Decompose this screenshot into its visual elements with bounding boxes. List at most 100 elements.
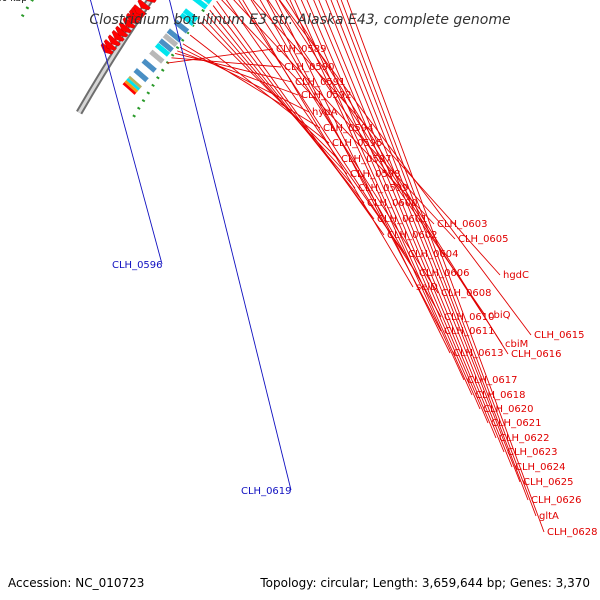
leader-line [203,17,348,175]
gene-label: CLH_0589 [276,44,327,55]
top-feature-box [122,82,137,95]
gene-label: CLH_0626 [531,495,582,506]
leader-line [174,53,293,83]
leader-line [233,0,456,240]
leader-line [336,0,529,501]
gene-label: CLH_0613 [453,348,504,359]
gene-label: CLH_0592 [301,90,352,101]
cds-arrow [103,39,117,51]
cog-box [157,37,175,54]
gene-label: CLH_0594 [323,123,374,134]
cog-box [173,19,190,35]
cds-track [100,0,157,55]
gene-label: CLH_0597 [341,154,392,165]
gene-label: gltA [539,511,559,522]
cds-arrow [122,16,136,29]
leader-line [330,0,521,483]
gene-label: hgdC [503,270,529,281]
leader-line [206,13,356,189]
cog-track [122,0,213,95]
gene-label: CLH_0598 [350,169,401,180]
leader-line [225,0,406,255]
gene-label: hydA [312,107,338,118]
leader-line [346,0,545,533]
gene-label: CLH_0605 [458,234,509,245]
leader-line [216,0,385,236]
leader-line [300,0,481,410]
leader-line [267,0,486,316]
cog-box [148,49,166,65]
cds-arrow [146,0,157,3]
gene-label: CLH_0599 [358,183,409,194]
gene-label: CLH_0617 [467,375,518,386]
cds-arrow [115,25,129,38]
top-feature-box [124,80,139,93]
genome-backbone [76,0,155,115]
gene-label-reverse: CLH_0619 [241,486,292,497]
label-leader-lines [89,0,545,533]
gene-label: CLH_0628 [547,527,598,538]
leader-line [200,21,339,160]
cog-box [140,58,158,74]
cds-arrow [107,34,121,47]
gene-label: CLH_0610 [444,312,495,323]
leader-line [325,0,513,468]
gene-label: CLH_0590 [284,62,335,73]
gene-label: cbiQ [488,310,511,321]
gene-label: CLH_0623 [507,447,558,458]
gene-labels: CLH_0589 CLH_0590 CLH_0591 CLH_0592 hydA CLH_… [112,44,598,538]
gene-label: CLH_0604 [408,249,459,260]
cds-arrow [137,0,151,11]
leader-line-reverse [89,0,163,265]
gene-label: CLH_0600 [367,198,418,209]
leader-line [306,0,489,424]
gene-label: CLH_0595 [332,138,383,149]
cog-box [166,27,183,43]
leader-line [318,0,505,453]
cds-arrow [118,21,132,34]
cds-arrow [133,4,147,16]
gene-label-reverse: CLH_0596 [112,260,163,271]
top-feature-box [126,77,141,91]
gene-label: CLH_0624 [515,462,566,473]
leader-line [294,0,473,396]
leader-line [340,0,537,517]
leader-line [179,46,310,113]
leader-line [177,50,299,96]
leader-line [221,0,435,225]
gene-label: CLH_0616 [511,349,562,360]
leader-line [279,0,532,336]
kbp-tick-labels: 580 kbp585 kbp590 kbp595 kbp600 kbp605 k… [0,0,27,4]
gene-label: CLH_0620 [483,404,534,415]
top-feature-box [128,75,142,89]
gene-label: CLH_0608 [441,288,492,299]
cog-box [182,7,199,23]
gene-label: CLH_0606 [419,268,470,279]
cog-box [191,0,209,11]
genome-summary-text: Topology: circular; Length: 3,659,644 bp… [259,576,590,590]
cog-box [162,32,179,48]
tick-label: 580 kbp [0,0,27,4]
cds-arrow [111,29,125,42]
map-title: Clostridium botulinum E3 str. Alaska E43… [89,12,510,28]
leader-line [313,0,497,439]
leader-line [242,0,414,288]
cog-box [132,67,150,83]
gene-label: selD [416,282,438,293]
leader-line-reverse [169,0,292,491]
gene-label: CLH_0615 [534,330,585,341]
gene-label: CLH_0622 [499,433,550,444]
cog-box [202,0,213,5]
gene-label: CLH_0621 [491,418,542,429]
gene-label: CLH_0602 [387,230,438,241]
gene-label: CLH_0601 [377,214,428,225]
leader-line [289,0,465,381]
backbone-core [77,0,152,114]
gene-label: CLH_0603 [437,219,488,230]
gene-label: CLH_0591 [295,77,346,88]
gene-label: CLH_0618 [475,390,526,401]
gene-label: CLH_0625 [523,477,574,488]
leader-line [275,0,451,354]
gene-label: CLH_0611 [444,326,495,337]
